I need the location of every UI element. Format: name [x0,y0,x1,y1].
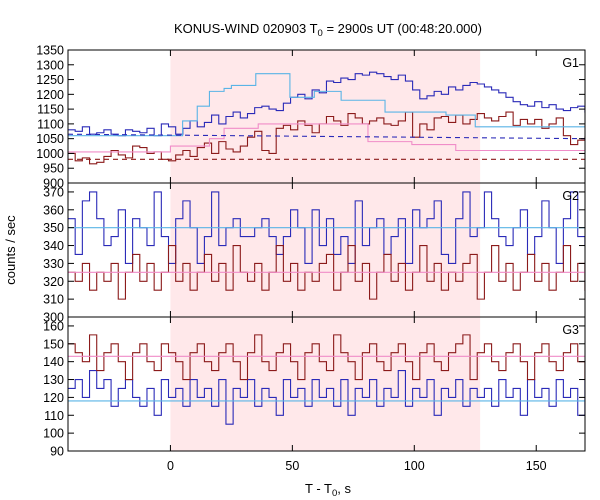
y-tick-label: 1200 [36,88,64,102]
y-tick-label: 140 [43,355,64,369]
y-tick-label: 1300 [36,58,64,72]
series-g1-2 [68,73,585,137]
y-tick-label: 160 [43,319,64,333]
x-tick-label: 50 [285,459,299,473]
y-tick-label: 1350 [36,44,64,58]
series-g3-0 [68,370,585,425]
y-tick-label: 300 [43,311,64,325]
y-tick-label: 120 [43,391,64,405]
series-g1-0 [68,71,585,137]
y-tick-label: 310 [43,293,64,307]
series-g1-1 [68,111,585,165]
y-tick-label: 1000 [36,147,64,161]
y-tick-label: 150 [43,337,64,351]
highlight-interval [170,50,481,451]
y-tick-label: 340 [43,239,64,253]
y-tick-label: 100 [43,427,64,441]
y-tick-label: 350 [43,221,64,235]
panel-label: G2 [562,189,579,203]
y-tick-label: 320 [43,275,64,289]
y-tick-label: 1250 [36,73,64,87]
panel-label: G3 [562,323,579,337]
y-tick-label: 1050 [36,132,64,146]
panel-g3: 90 100 110 120 130 140 150 160 G3 [43,316,586,459]
y-tick-label: 900 [43,177,64,191]
y-tick-label: 330 [43,257,64,271]
y-tick-label: 1100 [37,117,64,131]
chart-title: KONUS-WIND 020903 T0 = 2900s UT (00:48:2… [174,21,482,39]
panel-frame [67,316,586,452]
series-g3-1 [68,334,585,381]
y-tick-label: 950 [43,162,64,176]
y-tick-label: 360 [43,203,64,217]
y-tick-label: 130 [43,373,64,387]
y-tick-label: 110 [44,409,64,423]
y-axis-label: counts / sec [3,215,18,285]
x-tick-label: 0 [167,459,174,473]
x-axis-label: T - T0, s [305,481,351,499]
x-tick-label: 150 [526,459,547,473]
panel-label: G1 [562,56,579,70]
panel-g2: 300 310 320 330 340 350 360 370 G2 [43,182,586,325]
x-tick-label: 100 [404,459,425,473]
y-tick-label: 1150 [37,103,64,117]
series-g1-3 [68,123,585,153]
y-tick-label: 370 [43,185,64,199]
y-tick-label: 90 [50,445,64,459]
series-g2-1 [68,244,585,300]
